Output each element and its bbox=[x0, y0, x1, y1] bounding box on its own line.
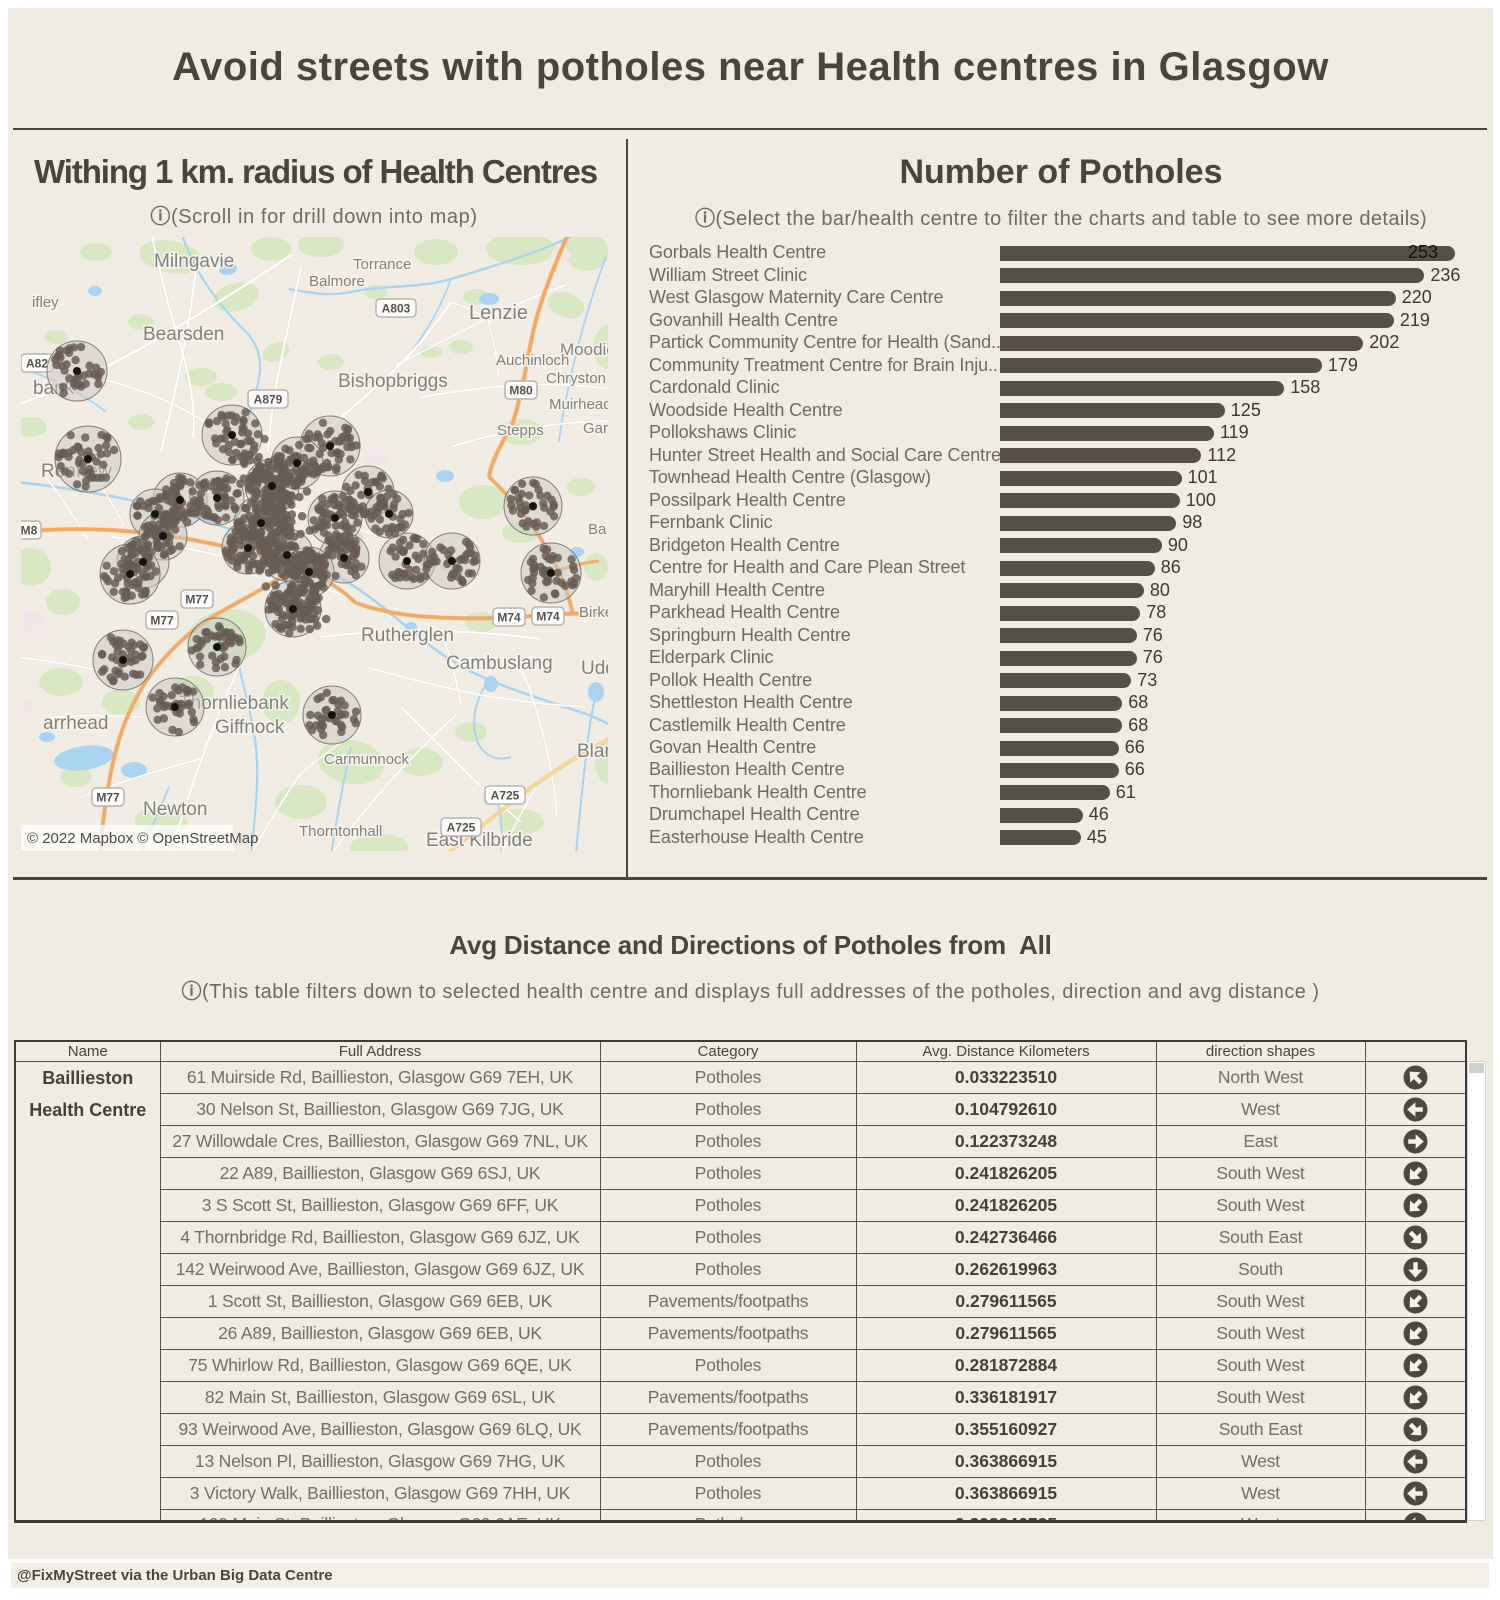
svg-text:A82: A82 bbox=[26, 357, 48, 371]
svg-text:M77: M77 bbox=[96, 791, 120, 805]
svg-text:M74: M74 bbox=[497, 611, 521, 625]
svg-text:M74: M74 bbox=[536, 610, 560, 624]
svg-text:Ba: Ba bbox=[588, 521, 607, 538]
svg-text:Thorntonhall: Thorntonhall bbox=[299, 823, 382, 840]
svg-text:ifley: ifley bbox=[32, 294, 59, 311]
svg-text:Moodie: Moodie bbox=[560, 340, 608, 359]
svg-text:Carmunnock: Carmunnock bbox=[324, 751, 410, 768]
svg-text:Chryston: Chryston bbox=[546, 370, 606, 387]
svg-text:A725: A725 bbox=[491, 789, 520, 803]
svg-text:Bishopbriggs: Bishopbriggs bbox=[338, 371, 448, 392]
svg-text:Newton: Newton bbox=[143, 799, 207, 820]
svg-text:Lenzie: Lenzie bbox=[469, 302, 528, 324]
svg-text:arrhead: arrhead bbox=[43, 713, 109, 734]
svg-text:Torrance: Torrance bbox=[353, 256, 411, 273]
svg-text:M77: M77 bbox=[185, 593, 209, 607]
svg-text:A803: A803 bbox=[382, 302, 411, 316]
svg-text:Uddi: Uddi bbox=[581, 658, 608, 679]
svg-text:Cambuslang: Cambuslang bbox=[446, 653, 553, 674]
svg-text:Bearsden: Bearsden bbox=[143, 324, 224, 345]
svg-text:Balmore: Balmore bbox=[309, 273, 365, 290]
svg-text:A725: A725 bbox=[447, 821, 476, 835]
svg-text:Giffnock: Giffnock bbox=[215, 717, 285, 738]
svg-text:Birkens: Birkens bbox=[579, 604, 608, 621]
svg-text:M80: M80 bbox=[509, 384, 533, 398]
svg-text:Stepps: Stepps bbox=[497, 422, 544, 439]
svg-text:© 2022 Mapbox © OpenStreetMap: © 2022 Mapbox © OpenStreetMap bbox=[27, 830, 258, 847]
svg-text:M8: M8 bbox=[21, 524, 38, 538]
svg-text:Auchinloch: Auchinloch bbox=[496, 352, 569, 369]
svg-text:Milngavie: Milngavie bbox=[154, 251, 234, 272]
svg-text:Gart: Gart bbox=[583, 420, 608, 437]
svg-text:Blant: Blant bbox=[577, 741, 608, 762]
svg-text:Muirhead: Muirhead bbox=[549, 396, 608, 413]
svg-text:M77: M77 bbox=[150, 614, 174, 628]
svg-text:Rutherglen: Rutherglen bbox=[361, 625, 454, 646]
svg-text:A879: A879 bbox=[254, 393, 283, 407]
